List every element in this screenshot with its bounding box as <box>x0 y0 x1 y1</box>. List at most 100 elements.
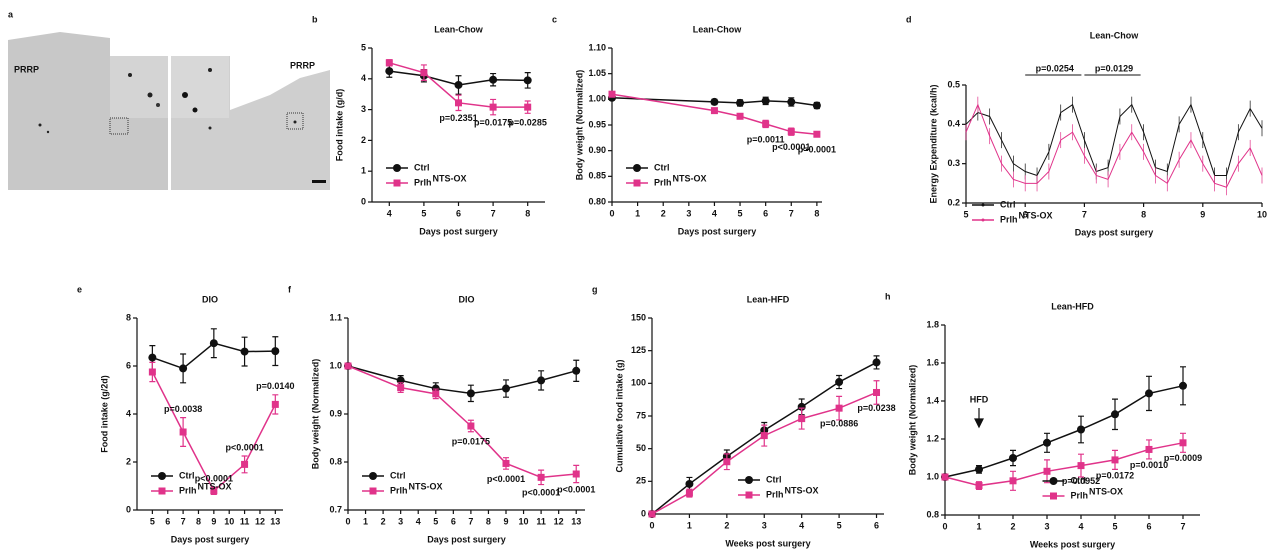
legend-label: Ctrl <box>390 470 406 480</box>
y-tick-label: 1.8 <box>926 319 939 329</box>
x-tick-label: 1 <box>635 208 640 218</box>
y-axis-label: Body weight (Normalized) <box>310 359 320 470</box>
marker <box>467 389 475 397</box>
legend-marker <box>158 472 166 480</box>
panel-label: h <box>885 291 891 301</box>
annotation: HFD <box>970 394 989 404</box>
legend-label: Prlh <box>1071 490 1089 500</box>
legend-superscript: NTS-OX <box>1019 210 1053 220</box>
p-value: p=0.0010 <box>1130 460 1168 470</box>
legend-label: Ctrl <box>654 162 670 172</box>
y-tick-label: 0.8 <box>926 509 939 519</box>
marker <box>455 81 463 89</box>
x-tick-label: 5 <box>433 516 438 526</box>
series-line <box>966 105 1262 188</box>
chart-title: Lean-Chow <box>434 24 483 34</box>
marker <box>489 76 497 84</box>
marker <box>538 474 545 481</box>
x-axis-label: Days post surgery <box>1075 227 1154 237</box>
p-value: p<0.0001 <box>225 442 263 452</box>
y-tick-label: 0.95 <box>588 119 606 129</box>
y-tick-label: 1.00 <box>588 94 606 104</box>
marker <box>685 480 693 488</box>
y-tick-label: 3 <box>361 104 366 114</box>
x-tick-label: 10 <box>224 516 234 526</box>
x-tick-label: 1 <box>976 521 981 531</box>
marker <box>524 76 532 84</box>
legend-label: Prlh <box>1000 214 1018 224</box>
y-tick-label: 50 <box>636 443 646 453</box>
marker <box>1078 462 1085 469</box>
legend-marker <box>393 164 401 172</box>
x-tick-label: 5 <box>837 520 842 530</box>
y-axis-label: Body weight (Normalized) <box>574 70 584 181</box>
marker <box>942 474 949 481</box>
x-tick-label: 8 <box>486 516 491 526</box>
marker <box>873 358 881 366</box>
marker <box>710 98 718 106</box>
x-axis-label: Days post surgery <box>427 534 506 544</box>
p-value: p<0.0001 <box>522 488 560 498</box>
x-tick-label: 9 <box>211 516 216 526</box>
marker <box>762 120 769 127</box>
marker <box>723 458 730 465</box>
x-tick-label: 7 <box>1180 521 1185 531</box>
legend-marker <box>159 488 166 495</box>
marker <box>386 59 393 66</box>
p-value: p=0.0886 <box>820 419 858 429</box>
y-tick-label: 5 <box>361 42 366 52</box>
x-tick-label: 8 <box>814 208 819 218</box>
p-value: p=0.0140 <box>256 381 294 391</box>
chart-title: Lean-HFD <box>1051 301 1094 311</box>
marker <box>502 385 510 393</box>
marker <box>1179 382 1187 390</box>
chart-title: Lean-Chow <box>693 24 742 34</box>
marker <box>1145 389 1153 397</box>
y-axis-label: Energy Expenditure (kcal/h) <box>928 84 938 203</box>
x-tick-label: 3 <box>762 520 767 530</box>
marker <box>432 390 439 397</box>
p-value: p=0.0254 <box>1036 63 1074 73</box>
legend-marker <box>982 219 985 222</box>
x-tick-label: 4 <box>1078 521 1083 531</box>
y-tick-label: 0.85 <box>588 171 606 181</box>
legend-label: Prlh <box>414 177 432 187</box>
panel-label: b <box>312 14 318 24</box>
panel-label: c <box>552 14 557 24</box>
x-tick-label: 13 <box>270 516 280 526</box>
legend-superscript: NTS-OX <box>409 481 443 491</box>
y-tick-label: 1.1 <box>329 312 342 322</box>
marker <box>241 348 249 356</box>
marker <box>420 69 427 76</box>
y-tick-label: 0.7 <box>329 504 342 514</box>
p-value: p<0.0001 <box>195 474 233 484</box>
x-tick-label: 9 <box>1200 209 1205 219</box>
x-tick-label: 2 <box>661 208 666 218</box>
x-tick-label: 2 <box>1010 521 1015 531</box>
marker <box>537 376 545 384</box>
y-tick-label: 1.0 <box>329 360 342 370</box>
legend-marker <box>1050 493 1057 500</box>
x-tick-label: 11 <box>240 516 250 526</box>
legend-label: Ctrl <box>1000 199 1016 209</box>
marker <box>210 339 218 347</box>
x-tick-label: 6 <box>1146 521 1151 531</box>
x-tick-label: 1 <box>363 516 368 526</box>
p-value: p=0.0285 <box>509 118 547 128</box>
x-tick-label: 3 <box>686 208 691 218</box>
marker <box>1146 446 1153 453</box>
marker <box>490 104 497 111</box>
series-line <box>652 392 877 514</box>
x-tick-label: 5 <box>421 208 426 218</box>
x-tick-label: 11 <box>536 516 546 526</box>
legend-label: Ctrl <box>179 470 195 480</box>
marker <box>1111 410 1119 418</box>
y-tick-label: 6 <box>126 360 131 370</box>
marker <box>736 99 744 107</box>
marker <box>976 482 983 489</box>
micrograph: PRRP PRRP <box>8 32 330 190</box>
x-tick-label: 7 <box>1082 209 1087 219</box>
marker <box>385 67 393 75</box>
p-value: p=0.0001 <box>798 145 836 155</box>
y-tick-label: 0.90 <box>588 145 606 155</box>
